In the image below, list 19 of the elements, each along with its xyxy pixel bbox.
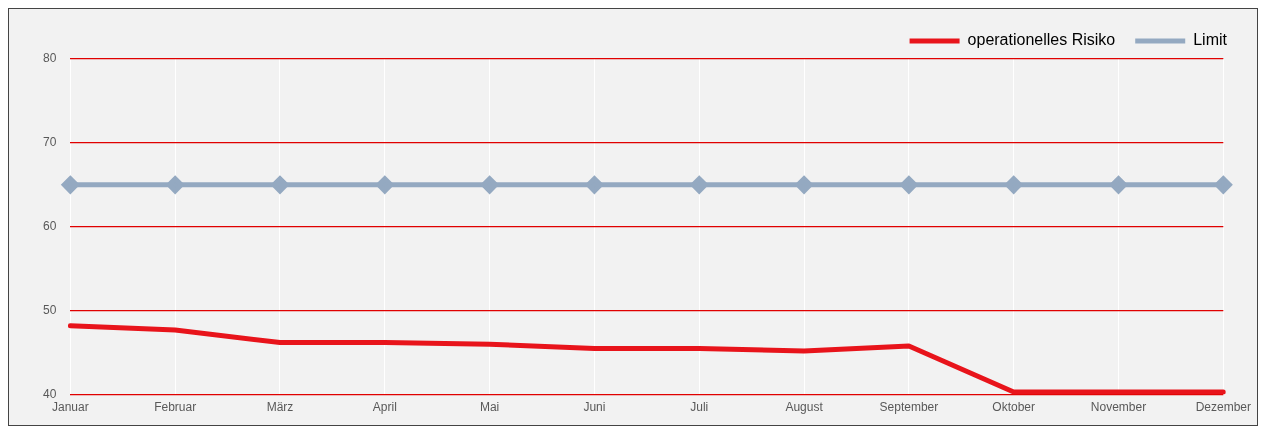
y-tick-label: 50 — [42, 303, 57, 318]
x-tick-label: Juni — [583, 400, 606, 415]
legend-label: Limit — [1193, 31, 1228, 49]
legend-label: operationelles Risiko — [967, 31, 1116, 49]
x-tick-label: Mai — [479, 400, 500, 415]
x-tick-label: März — [266, 400, 294, 415]
x-tick-label: September — [879, 400, 939, 415]
x-tick-label: April — [372, 400, 397, 415]
y-tick-label: 70 — [42, 135, 57, 150]
y-tick-label: 60 — [42, 219, 57, 234]
x-tick-label: Oktober — [992, 400, 1036, 415]
x-tick-label: Juli — [690, 400, 709, 415]
x-tick-label: November — [1090, 400, 1147, 415]
x-tick-label: Dezember — [1195, 400, 1251, 415]
y-tick-label: 80 — [42, 51, 57, 66]
y-tick-label: 40 — [42, 386, 57, 401]
x-tick-label: August — [785, 400, 824, 415]
x-tick-label: Februar — [154, 400, 197, 415]
x-tick-label: Januar — [52, 400, 89, 415]
